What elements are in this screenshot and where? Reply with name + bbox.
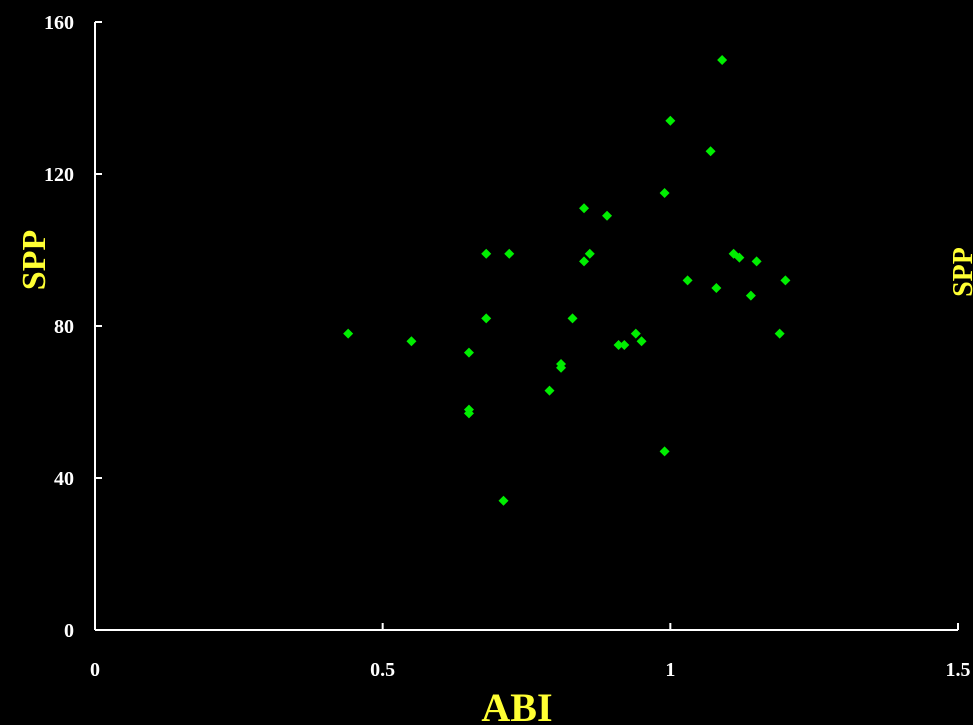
data-point: [780, 275, 791, 286]
data-point: [463, 347, 474, 358]
data-point: [705, 146, 716, 157]
data-point: [751, 256, 762, 267]
secondary-y-axis-title: SPP: [948, 247, 973, 297]
x-tick-label: 0.5: [370, 659, 395, 681]
x-axis-ticks: 0 0.5 1 1.5: [90, 623, 971, 681]
y-tick-label: 160: [44, 12, 74, 34]
data-point: [463, 408, 474, 419]
data-point: [481, 313, 492, 324]
data-point: [734, 252, 745, 263]
data-point: [567, 313, 578, 324]
data-point: [343, 328, 354, 339]
data-point: [636, 336, 647, 347]
x-axis-title: ABI: [481, 685, 552, 725]
y-axis-ticks: 0 40 80 120 160: [44, 12, 102, 642]
y-tick-label: 120: [44, 164, 74, 186]
data-point: [619, 340, 630, 350]
data-point: [659, 188, 670, 198]
y-tick-label: 80: [54, 316, 74, 338]
data-point: [481, 248, 492, 259]
data-points: [343, 55, 791, 506]
x-tick-label: 1.5: [946, 659, 971, 681]
y-tick-label: 0: [64, 620, 74, 642]
data-point: [556, 362, 567, 373]
data-point: [711, 283, 722, 293]
data-point: [745, 290, 756, 301]
data-point: [579, 256, 590, 267]
x-tick-label: 0: [90, 659, 100, 681]
data-point: [602, 210, 613, 221]
data-point: [774, 328, 785, 339]
data-point: [406, 336, 417, 347]
y-tick-label: 40: [54, 468, 74, 490]
x-tick-label: 1: [665, 659, 675, 681]
data-point: [544, 385, 555, 396]
data-point: [579, 203, 590, 214]
data-point: [613, 340, 624, 350]
data-point: [659, 446, 670, 457]
y-axis-title: SPP: [16, 230, 53, 290]
data-point: [665, 115, 676, 126]
data-point: [630, 328, 641, 339]
data-point: [498, 495, 509, 506]
data-point: [682, 275, 693, 286]
data-point: [504, 248, 515, 259]
data-point: [584, 248, 595, 259]
data-point: [717, 55, 728, 65]
